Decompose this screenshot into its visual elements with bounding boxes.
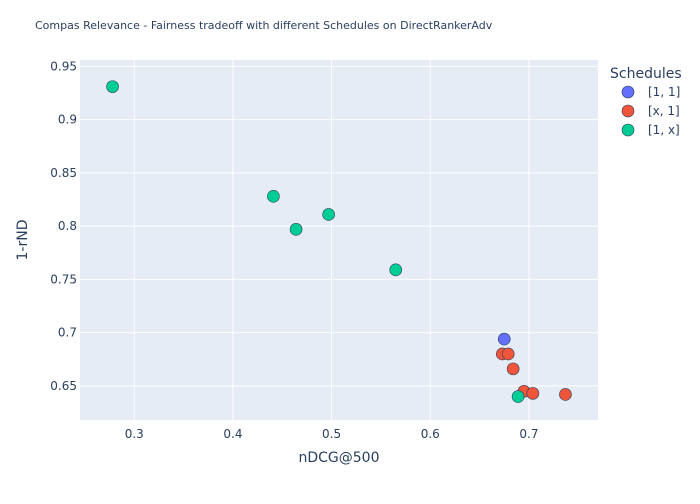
legend-items[interactable]: [1, 1] [x, 1] [1, x] [621,85,680,137]
legend-item-3[interactable]: [1, x] [621,123,680,137]
chart-title: Compas Relevance - Fairness tradeoff wit… [35,19,493,32]
legend-marker [621,123,635,137]
data-points [106,80,572,403]
y-tick-label: 0.85 [50,166,77,180]
grid-lines [80,60,598,420]
y-axis-title: 1-rND [15,220,31,261]
legend-label: [1, x] [648,123,680,137]
y-tick-label: 0.7 [58,326,77,340]
x-tick-label: 0.3 [125,427,144,441]
y-tick-label: 0.9 [58,113,77,127]
legend-label: [1, 1] [648,85,680,99]
legend-title: Schedules [610,66,682,82]
y-tick-label: 0.75 [50,272,77,286]
legend-item-1[interactable]: [1, 1] [621,85,680,99]
x-tick-label: 0.4 [223,427,242,441]
x-tick-label: 0.6 [421,427,440,441]
data-point-series-3[interactable] [322,208,335,221]
data-point-series-2[interactable] [559,388,572,401]
data-point-series-3[interactable] [389,263,403,277]
data-point-series-2[interactable] [506,362,520,376]
legend-item-2[interactable]: [x, 1] [621,104,680,118]
x-tick-label: 0.5 [322,427,341,441]
x-tick-label: 0.7 [519,427,538,441]
legend-label: [x, 1] [648,104,680,118]
data-point-series-3[interactable] [289,223,303,236]
data-point-series-1[interactable] [497,332,511,346]
legend-marker [621,104,635,118]
data-point-series-3[interactable] [267,190,280,203]
y-tick-label: 0.8 [58,219,77,233]
y-tick-label: 0.95 [50,59,77,73]
legend[interactable]: Schedules [1, 1] [x, 1] [1, x] [610,66,682,137]
plot-area [80,60,598,420]
legend-marker [621,85,635,99]
x-axis-title: nDCG@500 [299,450,380,466]
data-point-series-2[interactable] [526,387,540,400]
tick-labels: 0.3 0.4 0.5 0.6 0.7 0.65 0.7 0.75 0.8 0.85 0.9 0.95 [50,59,538,441]
data-point-series-3[interactable] [106,80,119,93]
data-point-series-3[interactable] [511,390,525,403]
data-point-series-2[interactable] [501,347,515,361]
y-tick-label: 0.65 [50,379,77,393]
